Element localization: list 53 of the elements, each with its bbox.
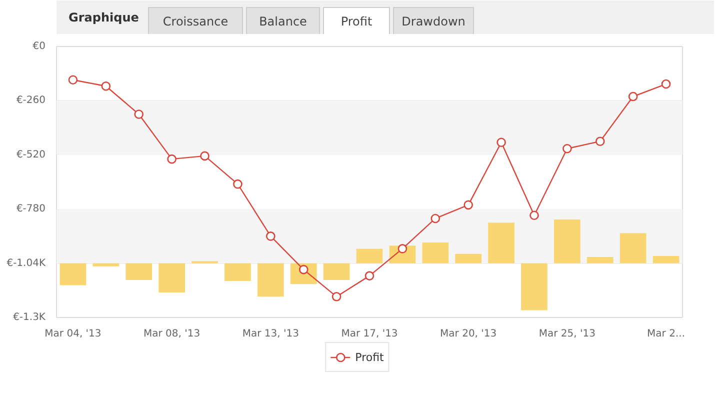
point (530, 210, 539, 220)
y-tick-label: €-260 (16, 95, 46, 106)
bar (652, 256, 680, 264)
bar (60, 263, 86, 286)
bar (586, 257, 614, 264)
bar (158, 263, 185, 292)
bar (620, 233, 646, 264)
point (167, 154, 176, 164)
x-tick-label: Mar 2... (647, 328, 686, 340)
point (134, 110, 144, 119)
text: Profit (340, 14, 372, 28)
point (332, 292, 342, 302)
point (595, 136, 605, 146)
chart-title: Graphique (68, 10, 139, 24)
point (430, 214, 440, 224)
x-tick-label: Mar 17, '13 (341, 328, 398, 340)
point (398, 244, 408, 254)
text: Balance (259, 14, 307, 28)
bar (488, 222, 514, 264)
x-tick-label: Mar 13, '13 (242, 328, 299, 340)
bar (521, 263, 548, 310)
bar (356, 248, 383, 264)
text: Croissance (162, 14, 228, 28)
x-tick-label: Mar 04, '13 (44, 328, 102, 340)
bar (422, 242, 449, 264)
bar (554, 220, 580, 264)
bar (455, 254, 482, 264)
x-tick-label: Mar 25, '13 (538, 328, 596, 340)
bar (224, 263, 251, 282)
bar (126, 263, 152, 280)
y-tick-label: €-1.3K (13, 312, 46, 323)
point (628, 92, 638, 102)
point (364, 271, 374, 280)
x-tick-label: Mar 20, '13 (440, 328, 497, 340)
text: Drawdown (402, 14, 466, 28)
point (496, 138, 506, 148)
point (233, 179, 242, 189)
y-tick-label: €-520 (16, 149, 46, 160)
point (661, 79, 671, 89)
legend-label: Profit (355, 350, 384, 364)
point (68, 75, 78, 84)
bar (257, 263, 284, 297)
y-tick-label: €-1.04K (6, 258, 46, 269)
x-tick-label: Mar 08, '13 (144, 328, 200, 340)
bar (92, 263, 120, 266)
point (464, 200, 473, 210)
bar (323, 263, 350, 280)
point (562, 144, 572, 154)
y-tick-label: €-780 (16, 204, 46, 215)
y-tick-label: €0 (32, 41, 46, 52)
point (200, 151, 210, 161)
point (101, 81, 111, 91)
point (266, 232, 276, 241)
